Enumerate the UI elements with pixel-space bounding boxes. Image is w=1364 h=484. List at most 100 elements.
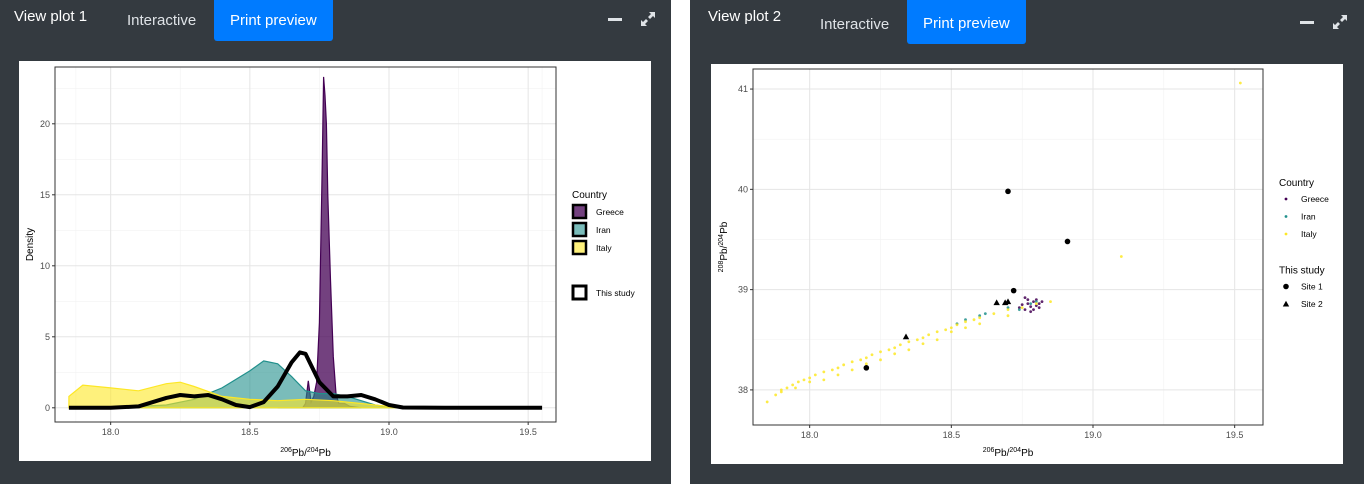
- expand-icon[interactable]: [640, 11, 656, 27]
- x-tick-label: 19.0: [1084, 430, 1102, 440]
- point-italy: [992, 312, 996, 316]
- tab-print-preview[interactable]: Print preview: [907, 0, 1026, 44]
- legend-label: Italy: [596, 243, 612, 253]
- minimize-icon[interactable]: [607, 11, 623, 27]
- legend-label: Iran: [1301, 212, 1316, 222]
- x-tick-label: 18.0: [102, 427, 120, 437]
- point-iran: [978, 314, 982, 318]
- point-italy: [921, 342, 925, 346]
- point-italy: [808, 380, 812, 384]
- tab-interactive[interactable]: Interactive: [127, 12, 197, 29]
- point-site-1: [863, 365, 870, 371]
- point-italy: [907, 348, 911, 352]
- point-greece: [1023, 296, 1027, 300]
- expand-icon[interactable]: [1332, 14, 1348, 30]
- legend-key-italy: [571, 239, 588, 256]
- y-tick-label: 15: [40, 190, 50, 200]
- tab-interactive[interactable]: Interactive: [820, 16, 890, 33]
- point-italy: [1034, 302, 1038, 306]
- legend-label: Greece: [596, 207, 624, 217]
- point-site-2: [1004, 298, 1012, 305]
- y-tick-label: 39: [738, 285, 748, 295]
- plot-border: [54, 66, 557, 423]
- density-line-this-study: [68, 350, 543, 410]
- legend-label: Italy: [1301, 229, 1317, 239]
- plot-area-1: 18.0 18.5 19.0 19.5 0 5 10 15 20 206Pb/204Pb Densi…: [19, 61, 651, 461]
- point-italy: [1020, 306, 1024, 310]
- point-italy: [808, 376, 812, 380]
- point-italy: [879, 350, 882, 354]
- point-italy: [830, 368, 834, 372]
- y-tick-label: 38: [738, 385, 748, 395]
- legend-title: Country: [572, 190, 607, 201]
- point-greece: [1034, 298, 1038, 302]
- legend-label: Greece: [1301, 194, 1329, 204]
- y-tick-label: 41: [738, 84, 748, 94]
- y-tick-label: 40: [738, 184, 748, 194]
- x-tick-label: 19.5: [519, 427, 537, 437]
- point-iran: [1017, 308, 1021, 312]
- y-axis-label: 208Pb/204Pb: [718, 221, 730, 272]
- plot-background: [55, 67, 556, 422]
- y-axis-label: Density: [25, 228, 36, 261]
- point-italy: [813, 373, 817, 377]
- point-iran: [964, 318, 967, 322]
- point-iran: [983, 312, 987, 316]
- point-italy: [1006, 314, 1010, 318]
- point-italy: [921, 336, 925, 340]
- point-italy: [785, 386, 789, 390]
- legend-label: This study: [596, 288, 635, 298]
- point-greece: [1029, 305, 1033, 309]
- point-greece: [1017, 306, 1021, 310]
- point-greece: [1026, 302, 1030, 306]
- point-italy: [842, 363, 846, 367]
- plot-panel-1: View plot 1 Interactive Print preview 18…: [0, 0, 671, 484]
- legend-key: [1284, 232, 1288, 236]
- point-italy: [870, 353, 874, 357]
- point-italy: [879, 358, 882, 362]
- point-italy: [822, 378, 826, 382]
- point-italy: [898, 343, 902, 347]
- point-site-2: [993, 299, 1000, 306]
- tab-print-preview[interactable]: Print preview: [214, 0, 333, 41]
- point-italy: [836, 366, 840, 370]
- plot-background: [753, 69, 1263, 425]
- point-italy: [978, 316, 982, 320]
- minimize-icon[interactable]: [1299, 14, 1315, 30]
- point-italy: [964, 326, 967, 330]
- point-italy: [964, 320, 967, 324]
- point-italy: [1006, 308, 1010, 312]
- y-tick-label: 0: [45, 403, 50, 413]
- point-italy: [836, 373, 840, 377]
- point-greece: [1032, 300, 1035, 304]
- legend-key-greece: [571, 203, 588, 220]
- legend-key: [1283, 283, 1289, 290]
- point-italy: [1119, 255, 1123, 258]
- point-italy: [794, 386, 797, 390]
- point-italy: [887, 348, 891, 352]
- point-italy: [978, 322, 982, 326]
- point-italy: [822, 370, 826, 374]
- point-italy: [779, 388, 783, 392]
- point-italy: [972, 318, 976, 322]
- x-axis-label: 206Pb/204Pb: [280, 447, 331, 459]
- point-greece: [1034, 304, 1038, 308]
- point-iran: [1006, 306, 1010, 310]
- point-italy: [1238, 81, 1242, 85]
- point-italy: [949, 326, 953, 330]
- point-italy: [1049, 300, 1052, 304]
- point-italy: [949, 330, 953, 334]
- legend-key: [1282, 300, 1290, 307]
- x-tick-label: 18.5: [943, 430, 961, 440]
- legend-key: [1284, 215, 1288, 218]
- point-site-1: [1005, 188, 1011, 195]
- point-iran: [1029, 302, 1033, 306]
- point-italy: [774, 393, 778, 397]
- point-italy: [893, 346, 897, 350]
- point-site-1: [1010, 287, 1017, 294]
- point-italy: [893, 352, 897, 356]
- point-site-2: [902, 333, 910, 340]
- point-greece: [1023, 308, 1027, 312]
- legend-label: Site 2: [1301, 299, 1323, 309]
- y-tick-label: 20: [40, 119, 50, 129]
